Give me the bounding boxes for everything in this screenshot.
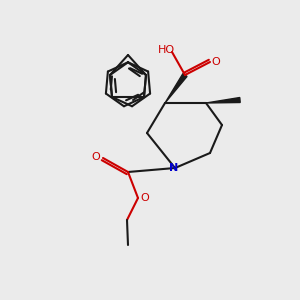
Polygon shape <box>206 98 240 103</box>
Text: O: O <box>212 57 220 67</box>
Text: HO: HO <box>158 45 175 55</box>
Text: N: N <box>169 163 178 173</box>
Polygon shape <box>165 74 187 103</box>
Text: O: O <box>92 152 100 162</box>
Text: O: O <box>141 193 149 203</box>
